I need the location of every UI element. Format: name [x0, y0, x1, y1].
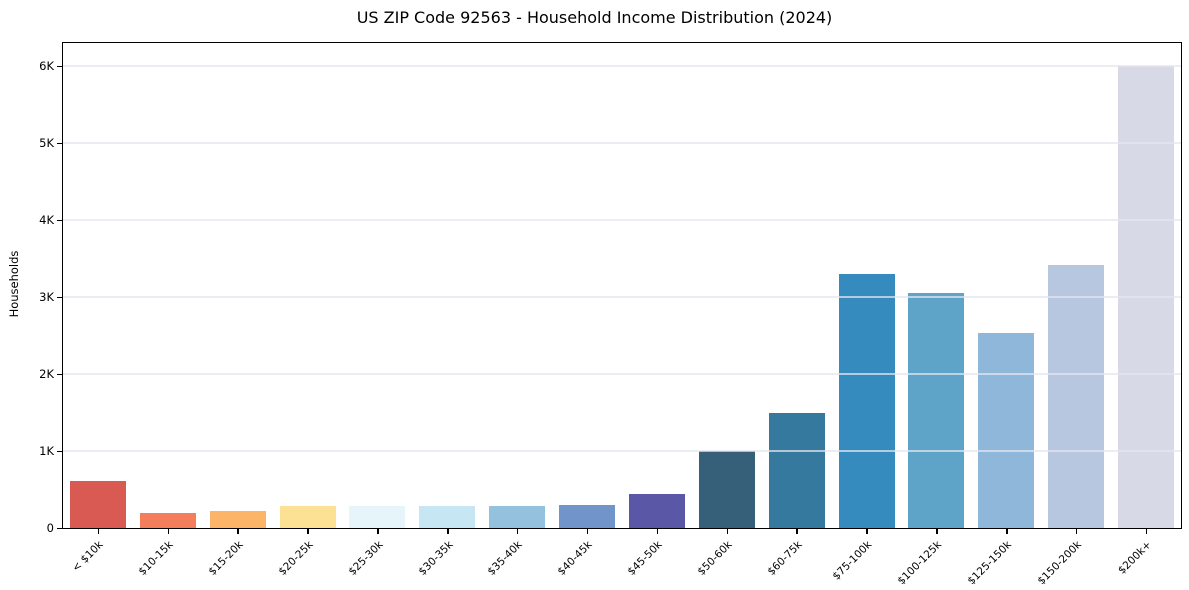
x-tick-mark [97, 528, 100, 534]
bar-$150-200k [1048, 265, 1105, 528]
x-tick-mark [447, 528, 449, 534]
bar-$20-25k [279, 506, 336, 528]
x-tick-mark [516, 528, 519, 534]
x-tick-mark [1006, 528, 1008, 534]
x-tick-label-$40-45k: $40-45k [555, 538, 595, 578]
x-tick-label-$60-75k: $60-75k [765, 538, 805, 578]
y-tick-mark [57, 527, 62, 530]
x-tick-label-< $10k: < $10k [70, 538, 106, 575]
x-tick-label-$15-20k: $15-20k [206, 538, 246, 578]
bar-$60-75k [768, 413, 825, 528]
x-tick-label-$45-50k: $45-50k [625, 538, 665, 578]
bar-$100-125k [908, 293, 965, 528]
gridline-4000 [63, 219, 1181, 221]
y-tick-mark [57, 373, 62, 376]
bar-$40-45k [559, 504, 615, 528]
bar-$45-50k [628, 494, 685, 528]
x-tick-mark [656, 528, 659, 534]
x-tick-mark [866, 528, 868, 534]
y-tick-label: 0 [46, 521, 54, 535]
plot-area [62, 42, 1182, 529]
gridline-6000 [63, 65, 1181, 67]
y-tick-mark [57, 296, 62, 299]
x-tick-label-$20-25k: $20-25k [276, 538, 316, 578]
x-tick-mark [796, 528, 798, 534]
y-tick-mark [57, 65, 62, 68]
gridline-5000 [63, 142, 1181, 144]
y-tick-label: 5K [39, 136, 54, 151]
bar-$15-20k [209, 511, 266, 528]
x-tick-label-$200k+: $200k+ [1115, 538, 1154, 577]
y-tick-mark [57, 142, 62, 145]
y-tick-mark [57, 219, 62, 222]
y-tick-label: 1K [39, 444, 54, 459]
x-tick-label-$75-100k: $75-100k [830, 538, 875, 583]
x-tick-mark [307, 528, 309, 534]
x-tick-label-$100-125k: $100-125k [895, 538, 945, 588]
bar-$25-30k [349, 505, 406, 528]
x-tick-label-$35-40k: $35-40k [485, 538, 525, 578]
bar-$50-60k [698, 451, 755, 528]
x-tick-label-$30-35k: $30-35k [415, 538, 456, 578]
x-tick-label-$150-200k: $150-200k [1035, 538, 1084, 588]
gridline-2000 [63, 373, 1181, 375]
x-tick-mark [377, 528, 379, 534]
x-tick-label-$125-150k: $125-150k [965, 538, 1015, 588]
x-tick-label-$10-15k: $10-15k [136, 538, 176, 578]
y-tick-label: 3K [39, 290, 54, 305]
x-tick-mark [237, 528, 239, 534]
y-tick-label: 4K [39, 213, 54, 228]
bar-$35-40k [489, 505, 546, 528]
y-tick-label: 2K [39, 367, 54, 382]
gridline-3000 [63, 296, 1181, 298]
chart-title: US ZIP Code 92563 - Household Income Dis… [356, 8, 833, 27]
x-tick-mark [586, 528, 589, 534]
bar-$125-150k [978, 333, 1035, 528]
x-tick-mark [726, 528, 729, 534]
x-tick-mark [1075, 528, 1078, 534]
y-tick-label: 6K [39, 59, 54, 74]
x-tick-mark [936, 528, 938, 534]
x-tick-label-$25-30k: $25-30k [346, 538, 386, 578]
bar-$30-35k [419, 505, 476, 528]
x-tick-label-$50-60k: $50-60k [695, 538, 735, 578]
bar-$75-100k [838, 273, 895, 528]
y-tick-mark [57, 450, 62, 453]
y-axis-title: Households [7, 250, 21, 318]
gridline-1000 [63, 450, 1181, 452]
x-tick-mark [167, 528, 170, 534]
x-tick-mark [1145, 528, 1148, 534]
bar-$10-15k [139, 512, 196, 528]
bar-< $10k [69, 481, 126, 528]
